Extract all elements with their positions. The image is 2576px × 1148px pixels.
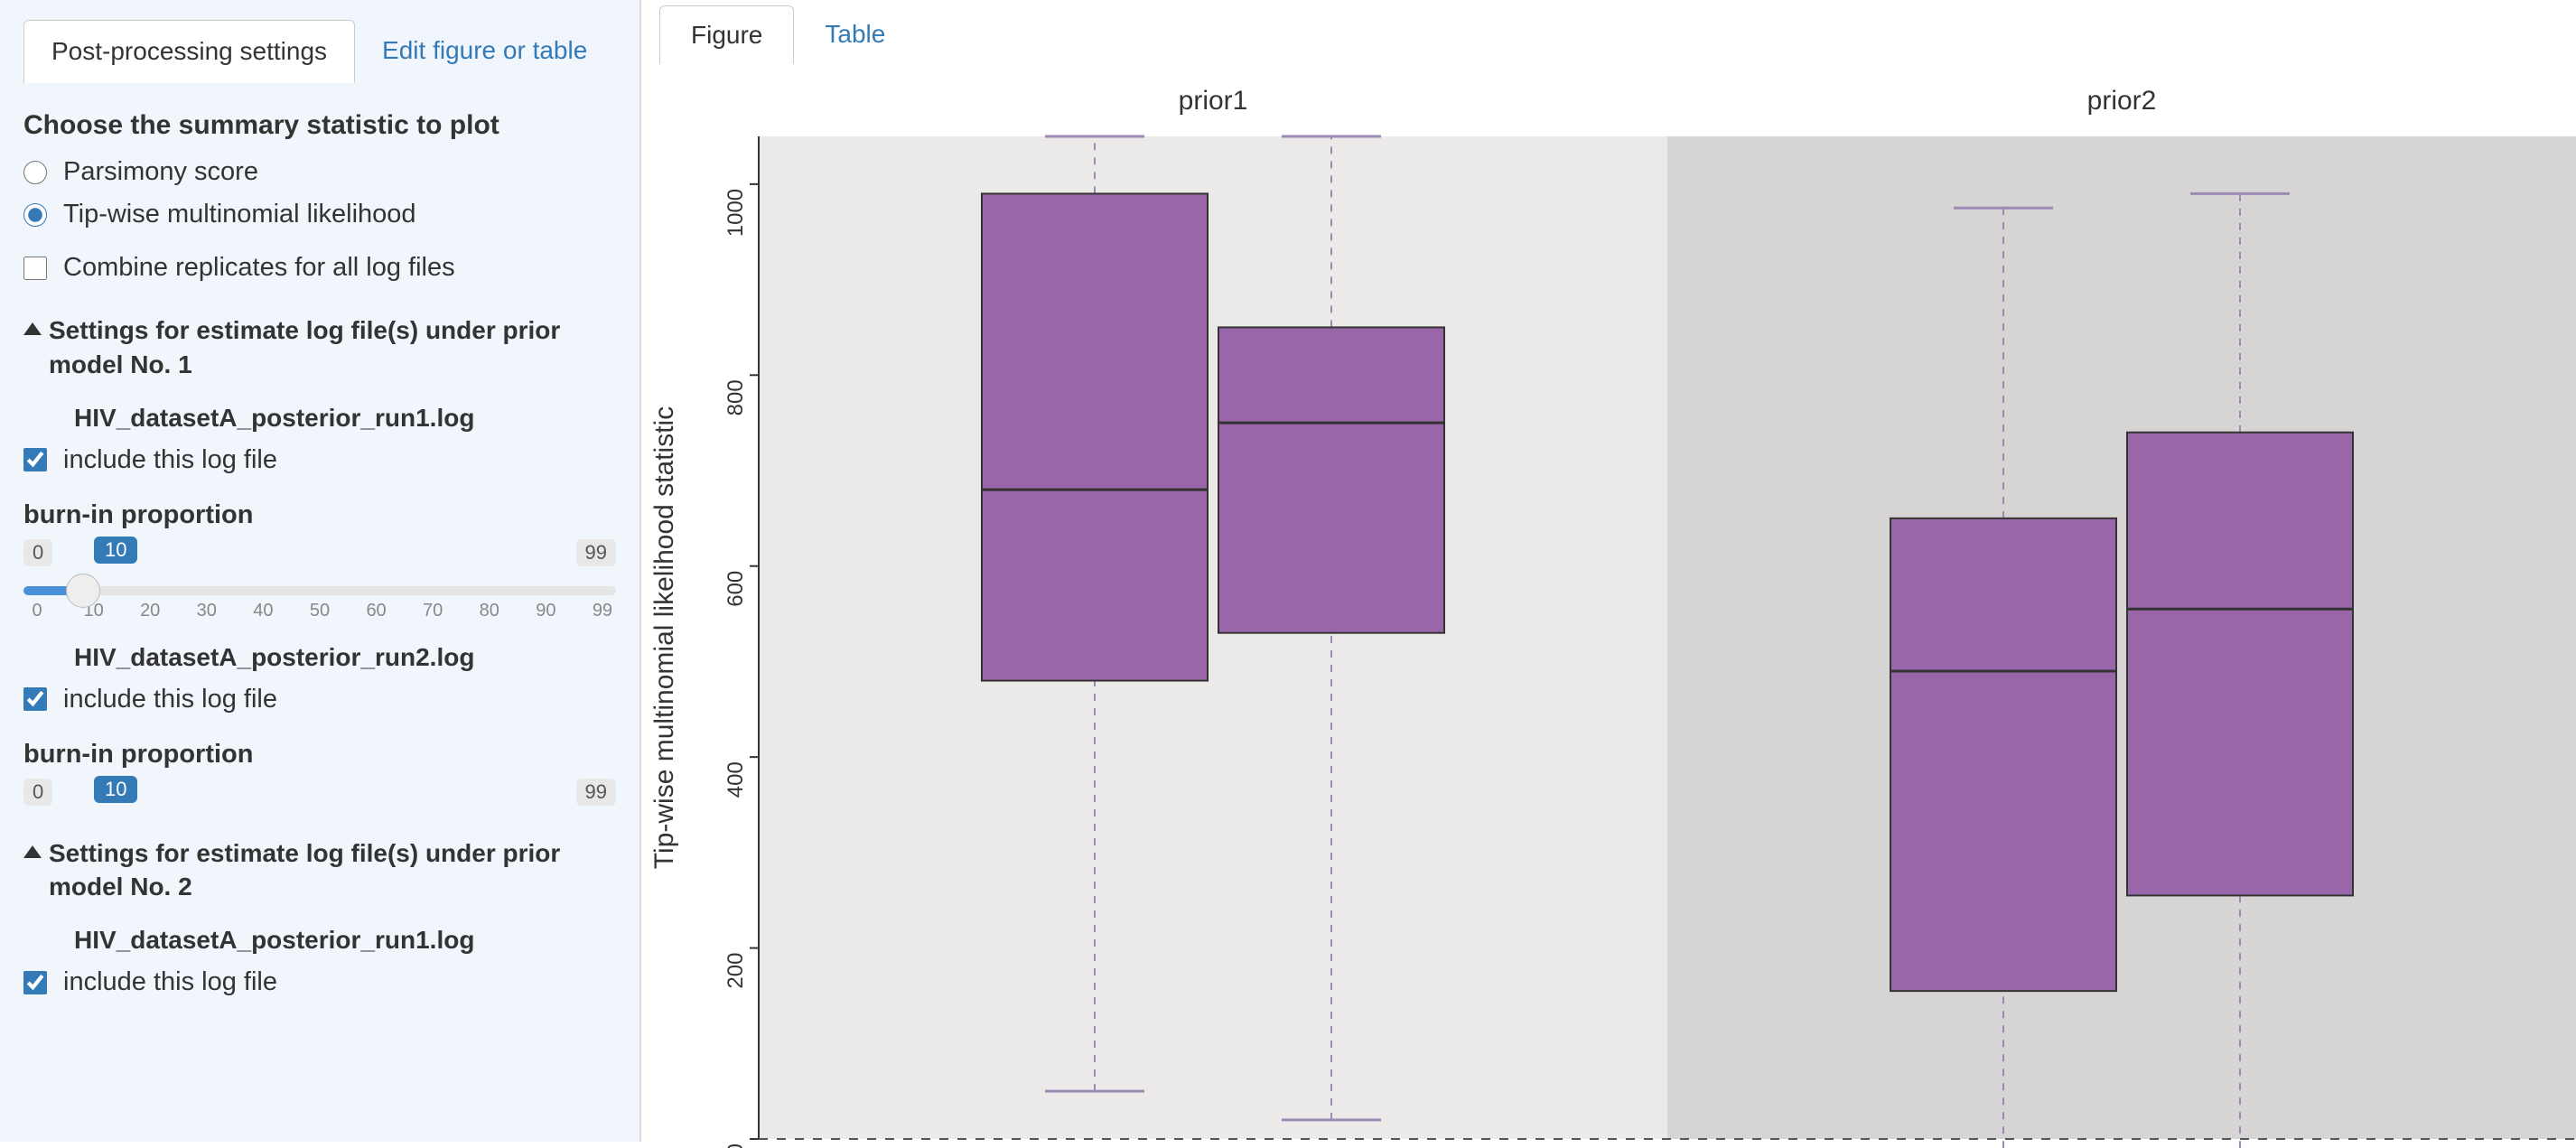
burnin-2-max: 99 <box>576 779 616 806</box>
sidebar: Post-processing settings Edit figure or … <box>0 0 641 1142</box>
svg-text:200: 200 <box>723 953 748 989</box>
burnin-2-min: 0 <box>23 779 52 806</box>
include-logfile-3-input[interactable] <box>23 971 47 994</box>
svg-text:Tip-wise multinomial likelihoo: Tip-wise multinomial likelihood statisti… <box>649 406 679 869</box>
include-logfile-1[interactable]: include this log file <box>23 445 616 475</box>
burnin-1-label: burn-in proportion <box>23 500 616 530</box>
include-logfile-2[interactable]: include this log file <box>23 685 616 714</box>
accordion-prior2[interactable]: Settings for estimate log file(s) under … <box>23 836 616 905</box>
include-logfile-1-input[interactable] <box>23 448 47 471</box>
burnin-1-thumb[interactable] <box>66 574 100 608</box>
radio-tipwise-input[interactable] <box>23 203 47 227</box>
tab-edit-figure[interactable]: Edit figure or table <box>355 20 614 83</box>
burnin-2-label: burn-in proportion <box>23 740 616 770</box>
svg-text:prior1: prior1 <box>1179 86 1248 116</box>
burnin-1-max: 99 <box>576 539 616 566</box>
accordion-prior2-label: Settings for estimate log file(s) under … <box>49 836 616 905</box>
chevron-up-icon <box>23 322 42 335</box>
svg-text:1000: 1000 <box>723 189 748 237</box>
burnin-1-ticks: 010203040506070809099 <box>23 601 616 621</box>
burnin-1-slider[interactable]: 0 99 10 010203040506070809099 <box>23 539 616 621</box>
include-logfile-3-label: include this log file <box>63 967 277 997</box>
burnin-2-value: 10 <box>94 776 137 803</box>
svg-text:600: 600 <box>723 571 748 607</box>
combine-replicates[interactable]: Combine replicates for all log files <box>23 253 616 283</box>
include-logfile-2-input[interactable] <box>23 687 47 711</box>
logfile-3-name: HIV_datasetA_posterior_run1.log <box>74 926 616 955</box>
radio-tipwise-label: Tip-wise multinomial likelihood <box>63 200 416 229</box>
include-logfile-1-label: include this log file <box>63 445 277 475</box>
tab-figure[interactable]: Figure <box>659 5 794 64</box>
include-logfile-3[interactable]: include this log file <box>23 967 616 997</box>
main-tabs: Figure Table <box>641 0 2576 64</box>
boxplot-svg: prior1 prior2 0 200 400 600 800 1000 Tip-wise mu… <box>641 64 2576 1148</box>
burnin-1-value: 10 <box>94 537 137 564</box>
radio-tipwise[interactable]: Tip-wise multinomial likelihood <box>23 200 616 229</box>
radio-parsimony-label: Parsimony score <box>63 157 258 187</box>
accordion-prior1[interactable]: Settings for estimate log file(s) under … <box>23 313 616 382</box>
logfile-1-name: HIV_datasetA_posterior_run1.log <box>74 404 616 433</box>
radio-parsimony[interactable]: Parsimony score <box>23 157 616 187</box>
svg-text:400: 400 <box>723 761 748 798</box>
combine-replicates-label: Combine replicates for all log files <box>63 253 455 283</box>
radio-parsimony-input[interactable] <box>23 161 47 184</box>
logfile-2-name: HIV_datasetA_posterior_run2.log <box>74 643 616 672</box>
svg-text:800: 800 <box>723 379 748 415</box>
burnin-2-slider[interactable]: 0 99 10 <box>23 779 616 806</box>
combine-replicates-input[interactable] <box>23 257 47 280</box>
chevron-up-icon <box>23 845 42 858</box>
burnin-1-min: 0 <box>23 539 52 566</box>
boxplot-figure: prior1 prior2 0 200 400 600 800 1000 Tip-wise mu… <box>641 64 2576 1148</box>
sidebar-tabs: Post-processing settings Edit figure or … <box>23 20 616 83</box>
burnin-1-track[interactable] <box>23 586 616 595</box>
accordion-prior1-label: Settings for estimate log file(s) under … <box>49 313 616 382</box>
choose-statistic-heading: Choose the summary statistic to plot <box>23 110 616 141</box>
tab-table[interactable]: Table <box>794 5 916 64</box>
tab-post-processing[interactable]: Post-processing settings <box>23 20 355 83</box>
include-logfile-2-label: include this log file <box>63 685 277 714</box>
main-panel: Figure Table prior1prior2020040060080010… <box>641 0 2576 1142</box>
svg-text:prior2: prior2 <box>2087 86 2157 116</box>
svg-text:0: 0 <box>723 1143 748 1148</box>
